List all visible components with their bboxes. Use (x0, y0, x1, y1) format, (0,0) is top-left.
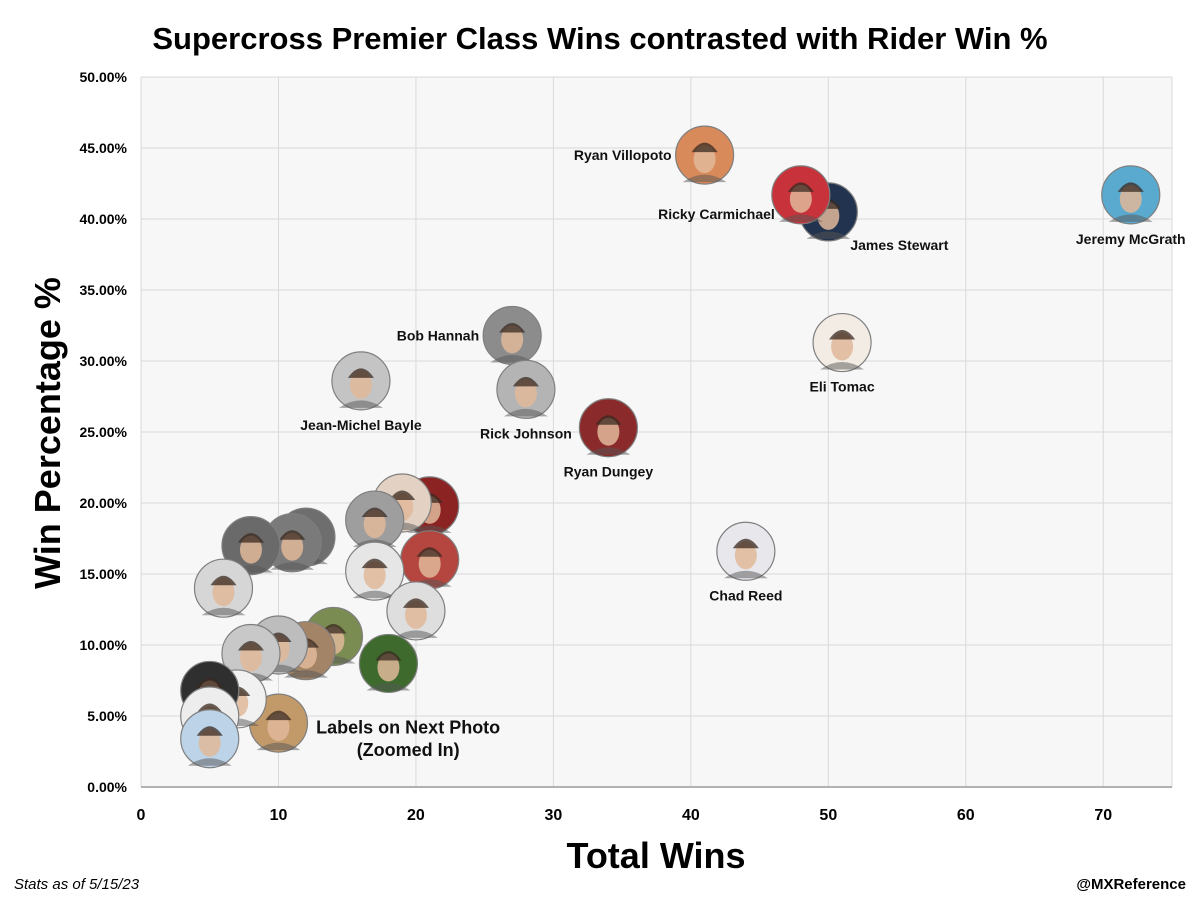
rider-name-label: Eli Tomac (810, 379, 875, 395)
rider-marker[interactable] (331, 351, 391, 411)
shoulder-shape (366, 682, 411, 691)
rider-name-label: Bob Hannah (397, 327, 479, 343)
shoulder-shape (723, 570, 768, 579)
rider-name-label: Ricky Carmichael (658, 206, 775, 222)
rider-marker[interactable] (482, 305, 542, 366)
x-tick-label: 10 (270, 807, 288, 824)
hair-shape (237, 641, 264, 651)
rider-labels: Jeremy McGrath James Stewart Ricky Carmich… (300, 147, 1185, 603)
x-tick-label: 20 (407, 807, 425, 824)
shoulder-shape (283, 670, 328, 678)
rider-name-label: Chad Reed (709, 587, 782, 603)
annotation-text: Labels on Next Photo (316, 717, 500, 737)
shoulder-shape (352, 590, 397, 599)
x-tick-label: 40 (682, 807, 700, 824)
hair-shape (1117, 182, 1144, 192)
footer-stats-date: Stats as of 5/15/23 (14, 876, 140, 893)
shoulder-shape (682, 174, 727, 183)
rider-marker[interactable] (1101, 165, 1161, 225)
rider-marker[interactable] (496, 359, 556, 419)
hair-shape (512, 376, 539, 387)
shoulder-shape (338, 400, 383, 408)
x-tick-labels: 0 10 20 30 40 50 60 70 (137, 807, 1113, 824)
rider-marker[interactable] (716, 521, 776, 581)
rider-marker[interactable] (345, 490, 405, 550)
hair-shape (691, 142, 718, 153)
hair-shape (595, 415, 622, 425)
x-tick-label: 0 (137, 807, 146, 824)
rider-marker[interactable] (386, 581, 446, 641)
hair-shape (210, 575, 237, 586)
hair-shape (347, 368, 374, 378)
hair-shape (361, 558, 388, 569)
rider-name-label: James Stewart (850, 237, 948, 253)
rider-marker[interactable] (358, 633, 419, 694)
shoulder-shape (820, 362, 865, 370)
shoulder-shape (586, 447, 631, 455)
hair-shape (499, 322, 526, 333)
rider-marker[interactable] (812, 312, 872, 373)
rider-marker[interactable] (675, 125, 735, 185)
y-tick-label: 40.00% (80, 211, 128, 227)
rider-marker[interactable] (193, 558, 254, 618)
annotation-text: (Zoomed In) (357, 740, 460, 760)
hair-shape (389, 490, 416, 500)
rider-name-label: Rick Johnson (480, 425, 572, 441)
hair-shape (361, 507, 388, 518)
y-tick-label: 45.00% (80, 140, 128, 156)
x-tick-label: 30 (545, 807, 563, 824)
rider-marker[interactable] (771, 165, 831, 225)
y-tick-label: 20.00% (80, 495, 128, 511)
hair-shape (732, 538, 759, 549)
x-tick-label: 60 (957, 807, 975, 824)
y-axis-label: Win Percentage % (27, 277, 68, 589)
shoulder-shape (270, 562, 315, 570)
y-tick-label: 10.00% (80, 637, 128, 653)
y-tick-label: 5.00% (87, 708, 127, 724)
shoulder-shape (393, 630, 438, 638)
rider-marker[interactable] (180, 709, 240, 769)
annotations: Labels on Next Photo (Zoomed In) (316, 717, 500, 760)
shoulder-shape (503, 408, 548, 417)
hair-shape (196, 677, 223, 688)
shoulder-shape (187, 758, 232, 766)
rider-name-label: Ryan Dungey (564, 464, 654, 480)
y-tick-label: 25.00% (80, 424, 128, 440)
shoulder-shape (256, 742, 301, 751)
x-tick-label: 70 (1094, 807, 1112, 824)
shoulder-shape (201, 607, 246, 616)
shoulder-shape (806, 231, 851, 239)
y-tick-label: 0.00% (87, 779, 127, 795)
data-points (180, 125, 1161, 769)
shoulder-shape (1108, 214, 1153, 222)
rider-name-label: Jean-Michel Bayle (300, 417, 422, 433)
rider-name-label: Jeremy McGrath (1076, 231, 1186, 247)
y-tick-label: 50.00% (80, 69, 128, 85)
rider-name-label: Ryan Villopoto (574, 147, 672, 163)
shoulder-shape (778, 214, 823, 222)
y-tick-labels: 0.00% 5.00% 10.00% 15.00% 20.00% 25.00% 30.00%… (80, 69, 128, 795)
hair-shape (416, 547, 443, 557)
rider-marker[interactable] (400, 530, 460, 590)
x-axis-label: Total Wins (567, 835, 746, 876)
rider-marker[interactable] (345, 541, 405, 601)
hair-shape (375, 650, 402, 661)
hair-shape (265, 710, 292, 721)
hair-shape (237, 533, 264, 543)
footer-credit[interactable]: @MXReference (1076, 876, 1186, 893)
hair-shape (829, 330, 856, 340)
y-tick-label: 15.00% (80, 566, 128, 582)
x-tick-label: 50 (819, 807, 837, 824)
hair-shape (787, 182, 814, 192)
hair-shape (279, 530, 306, 540)
rider-marker[interactable] (578, 398, 638, 458)
y-tick-label: 35.00% (80, 282, 128, 298)
y-tick-label: 30.00% (80, 353, 128, 369)
chart-title: Supercross Premier Class Wins contrasted… (152, 21, 1047, 56)
hair-shape (196, 726, 223, 736)
hair-shape (402, 598, 429, 608)
